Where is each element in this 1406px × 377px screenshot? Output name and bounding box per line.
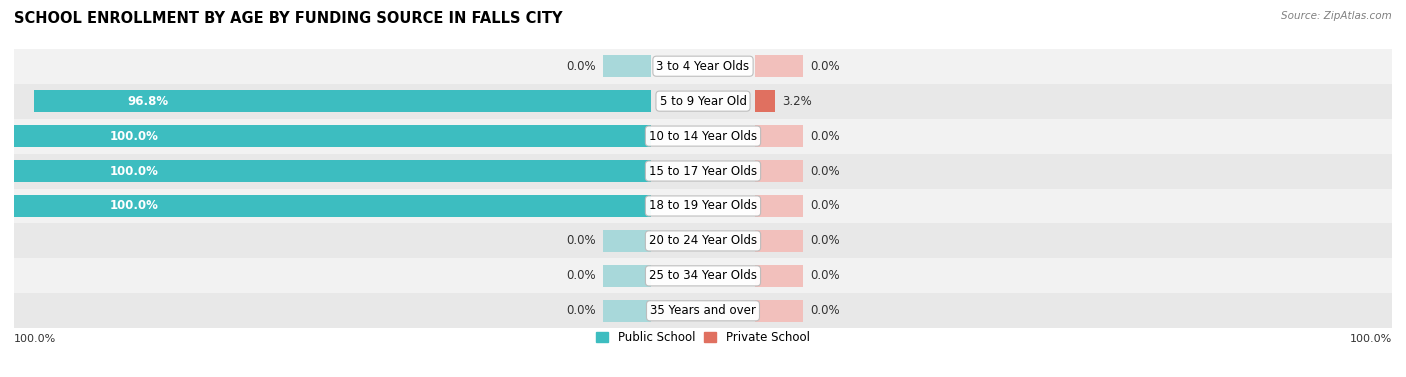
Text: 0.0%: 0.0% [567, 304, 596, 317]
Text: 0.0%: 0.0% [810, 60, 839, 73]
Bar [14, 125, 651, 147]
Text: 3 to 4 Year Olds: 3 to 4 Year Olds [657, 60, 749, 73]
Text: 100.0%: 100.0% [14, 334, 56, 343]
Bar [755, 265, 803, 287]
Bar [14, 188, 1392, 224]
Text: 100.0%: 100.0% [1350, 334, 1392, 343]
Bar [14, 160, 651, 182]
Text: 18 to 19 Year Olds: 18 to 19 Year Olds [650, 199, 756, 213]
Text: 10 to 14 Year Olds: 10 to 14 Year Olds [650, 130, 756, 143]
Text: 0.0%: 0.0% [567, 234, 596, 247]
Text: Source: ZipAtlas.com: Source: ZipAtlas.com [1281, 11, 1392, 21]
Bar [14, 258, 1392, 293]
Bar [755, 160, 803, 182]
Text: 0.0%: 0.0% [810, 269, 839, 282]
Text: 0.0%: 0.0% [810, 304, 839, 317]
Bar [35, 90, 651, 112]
Bar [755, 55, 803, 77]
Bar [14, 195, 651, 217]
Bar [603, 230, 651, 252]
Text: 0.0%: 0.0% [810, 130, 839, 143]
Bar [603, 300, 651, 322]
Text: 35 Years and over: 35 Years and over [650, 304, 756, 317]
Bar [14, 224, 1392, 258]
Text: 15 to 17 Year Olds: 15 to 17 Year Olds [650, 164, 756, 178]
Bar [755, 90, 775, 112]
Legend: Public School, Private School: Public School, Private School [592, 326, 814, 349]
Bar [755, 195, 803, 217]
Text: 0.0%: 0.0% [810, 164, 839, 178]
Text: SCHOOL ENROLLMENT BY AGE BY FUNDING SOURCE IN FALLS CITY: SCHOOL ENROLLMENT BY AGE BY FUNDING SOUR… [14, 11, 562, 26]
Text: 100.0%: 100.0% [110, 199, 159, 213]
Bar [14, 49, 1392, 84]
Text: 3.2%: 3.2% [782, 95, 811, 108]
Bar [755, 125, 803, 147]
Bar [755, 230, 803, 252]
Bar [603, 55, 651, 77]
Text: 100.0%: 100.0% [110, 130, 159, 143]
Bar [14, 84, 1392, 119]
Text: 96.8%: 96.8% [127, 95, 169, 108]
Bar [755, 300, 803, 322]
Bar [14, 119, 1392, 153]
Bar [14, 293, 1392, 328]
Text: 0.0%: 0.0% [567, 269, 596, 282]
Text: 5 to 9 Year Old: 5 to 9 Year Old [659, 95, 747, 108]
Text: 0.0%: 0.0% [810, 234, 839, 247]
Text: 0.0%: 0.0% [567, 60, 596, 73]
Bar [603, 265, 651, 287]
Text: 100.0%: 100.0% [110, 164, 159, 178]
Text: 25 to 34 Year Olds: 25 to 34 Year Olds [650, 269, 756, 282]
Bar [14, 153, 1392, 188]
Text: 20 to 24 Year Olds: 20 to 24 Year Olds [650, 234, 756, 247]
Text: 0.0%: 0.0% [810, 199, 839, 213]
